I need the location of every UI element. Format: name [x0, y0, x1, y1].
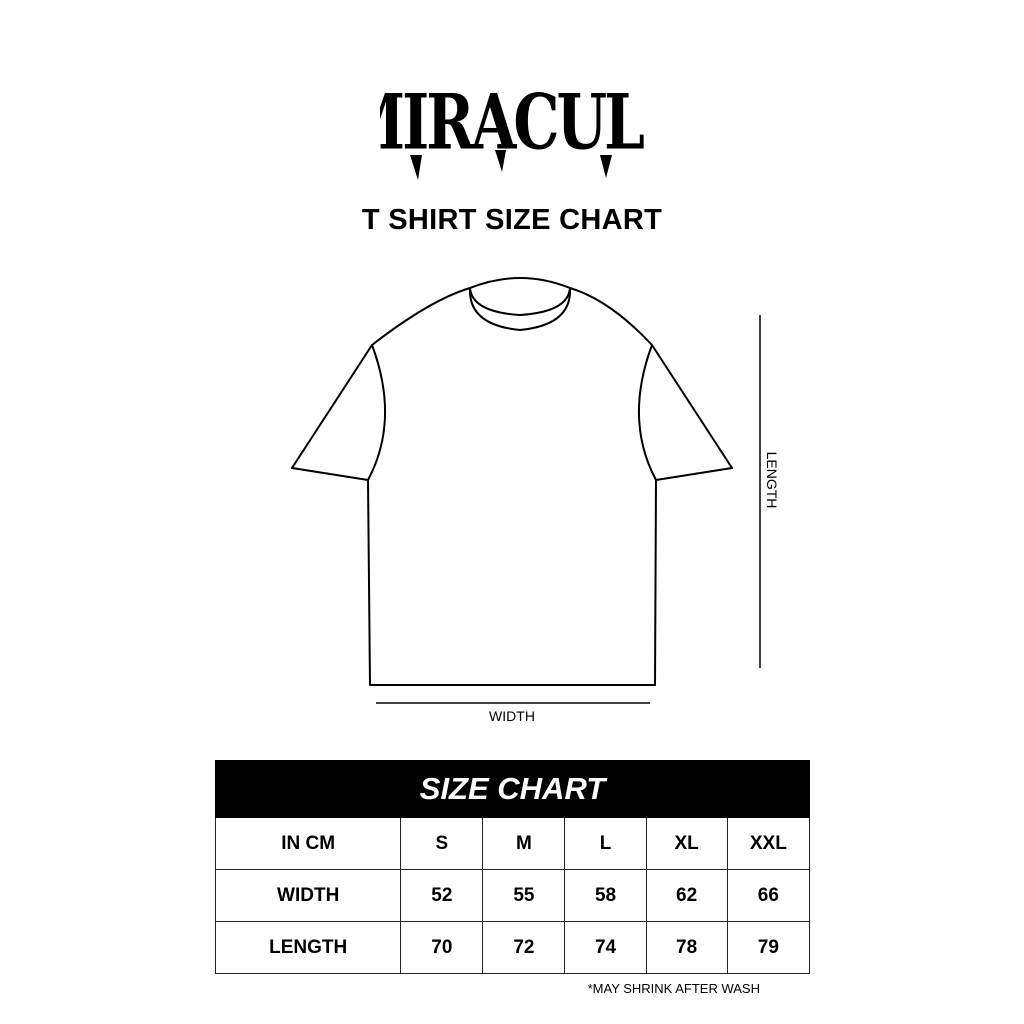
shirt-body [291, 287, 733, 686]
table-row: LENGTH 70 72 74 78 79 [214, 921, 811, 974]
shrink-note: *MAY SHRINK AFTER WASH [587, 981, 760, 996]
table-cell: 62 [645, 869, 728, 922]
table-cell: 55 [482, 869, 566, 922]
brand-logo: MIRACULE [380, 78, 644, 180]
table-cell: 74 [564, 921, 647, 974]
width-label: WIDTH [489, 708, 535, 724]
table-header-row: IN CM S M L XL XXL [214, 817, 811, 870]
left-armhole [367, 344, 386, 481]
table-cell: 79 [726, 921, 811, 974]
column-header: L [564, 817, 647, 870]
table-cell: 58 [564, 869, 647, 922]
size-chart-table: SIZE CHART IN CM S M L XL XXL WIDTH 52 5… [214, 760, 811, 974]
page-title: T SHIRT SIZE CHART [361, 204, 663, 236]
right-armhole [638, 344, 657, 481]
table-cell: 66 [726, 869, 811, 922]
column-header: XL [645, 817, 728, 870]
collar-inner [469, 287, 571, 316]
table-cell: 78 [645, 921, 728, 974]
table-row: WIDTH 52 55 58 62 66 [214, 869, 811, 922]
column-header: IN CM [214, 817, 402, 870]
svg-text:MIRACULE: MIRACULE [380, 78, 644, 167]
table-cell: 70 [400, 921, 484, 974]
column-header: M [482, 817, 566, 870]
column-header: XXL [726, 817, 811, 870]
row-label: LENGTH [214, 921, 402, 974]
collar-outer [468, 277, 572, 331]
table-cell: 72 [482, 921, 566, 974]
tshirt-diagram [291, 277, 761, 704]
table-cell: 52 [400, 869, 484, 922]
length-label: LENGTH [764, 451, 780, 509]
row-label: WIDTH [214, 869, 402, 922]
size-chart-title: SIZE CHART [215, 760, 810, 818]
column-header: S [400, 817, 484, 870]
